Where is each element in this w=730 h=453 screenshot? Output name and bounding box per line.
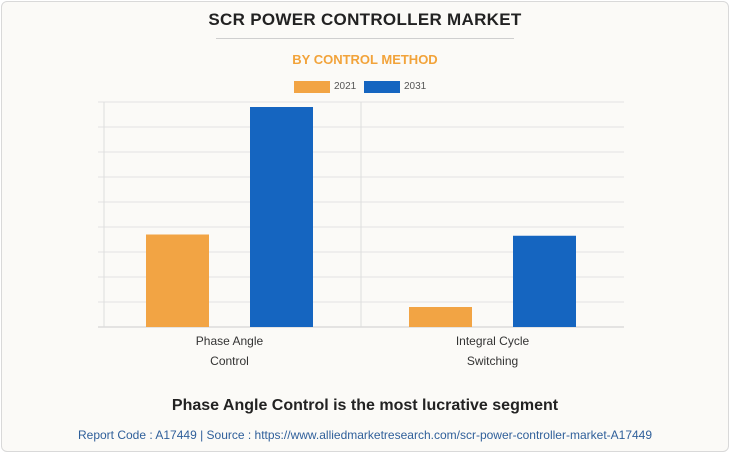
title-divider [216,38,514,39]
bar-2021-0 [146,234,209,327]
x-tick-label: Control [210,354,249,368]
chart-title: SCR POWER CONTROLLER MARKET [208,10,522,29]
legend-label-2021: 2021 [334,81,357,92]
x-tick-label: Phase Angle [196,334,264,348]
bar-2031-0 [250,107,313,327]
source-line: Report Code : A17449 | Source : https://… [77,428,653,442]
legend: 2021 2031 [0,80,730,94]
key-finding: Phase Angle Control is the most lucrativ… [171,397,559,414]
chart-subtitle: BY CONTROL METHOD [292,52,438,67]
bar-2021-1 [409,307,472,327]
legend-swatch-2031 [364,81,400,93]
x-tick-label: Integral Cycle [456,334,530,348]
x-tick-label: Switching [467,354,518,368]
bar-2031-1 [513,235,576,327]
legend-label-2031: 2031 [404,81,427,92]
legend-swatch-2021 [294,81,330,93]
